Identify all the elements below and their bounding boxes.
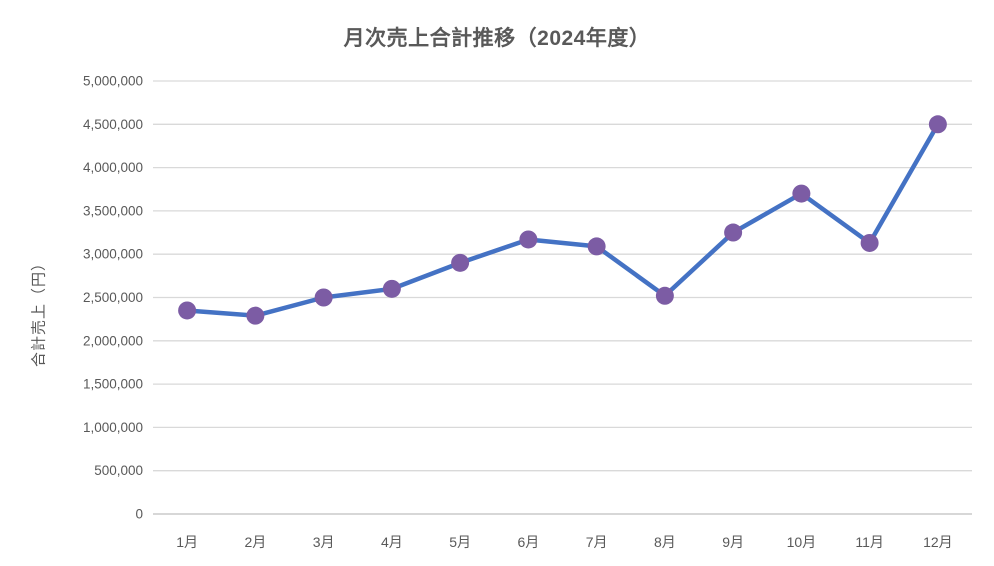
y-tick-label: 2,500,000 (83, 290, 143, 305)
data-point-marker (792, 184, 811, 203)
x-tick-label: 5月 (449, 534, 471, 550)
y-tick-label: 4,500,000 (83, 117, 143, 132)
x-tick-label: 1月 (176, 534, 198, 550)
x-tick-label: 8月 (654, 534, 676, 550)
y-tick-label: 5,000,000 (83, 74, 143, 89)
x-tick-label: 3月 (313, 534, 335, 550)
data-point-marker (724, 223, 743, 242)
x-tick-label: 6月 (517, 534, 539, 550)
data-point-marker (519, 230, 538, 249)
data-point-marker (382, 279, 401, 298)
y-tick-label: 3,000,000 (83, 247, 143, 262)
x-tick-label: 12月 (923, 534, 953, 550)
chart-title: 月次売上合計推移（2024年度） (343, 27, 651, 50)
data-point-marker (178, 301, 197, 320)
x-tick-label: 9月 (722, 534, 744, 550)
y-tick-label: 3,500,000 (83, 203, 143, 218)
x-tick-label: 7月 (586, 534, 608, 550)
data-point-marker (860, 233, 879, 252)
x-tick-label: 2月 (244, 534, 266, 550)
series-line (184, 122, 941, 318)
x-tick-label: 11月 (855, 534, 884, 550)
y-tick-label: 2,000,000 (83, 333, 143, 348)
data-point-marker (451, 253, 470, 272)
data-point-marker (928, 115, 947, 134)
data-point-marker (246, 306, 265, 325)
y-tick-label: 4,000,000 (83, 160, 143, 175)
data-point-marker (587, 237, 606, 256)
x-tick-label: 10月 (787, 534, 817, 550)
data-point-marker (314, 288, 333, 307)
y-tick-label: 500,000 (94, 463, 143, 478)
y-tick-label: 1,000,000 (83, 420, 143, 435)
data-point-marker (655, 286, 674, 305)
y-tick-label: 0 (135, 507, 143, 522)
y-tick-label: 1,500,000 (83, 377, 143, 392)
x-tick-label: 4月 (381, 534, 403, 550)
